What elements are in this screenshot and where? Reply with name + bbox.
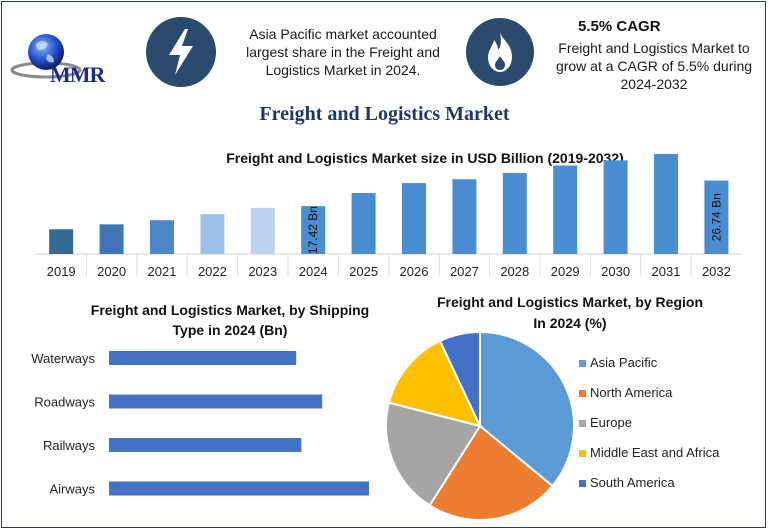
x-tick-label: 2031 [652,264,681,279]
legend-label: Europe [590,415,632,430]
info2-line-3: 2024-2032 [620,76,688,92]
shipping-type-bar-chart: Waterways Roadways Railways Airways [31,351,369,497]
bar-2023 [250,207,275,254]
y-tick-label: Roadways [34,395,95,410]
y-tick-label: Railways [43,438,96,453]
bar-2029 [553,165,578,254]
bar-data-label: 17.42 Bn [306,206,320,254]
shipping-type-chart-title: Freight and Logistics Market, by Shippin… [60,300,400,340]
bar-2024 [301,206,326,254]
cagr-description: Freight and Logistics Market to grow at … [540,39,768,93]
info2-line-2: grow at a CAGR of 5.5% during [555,58,753,74]
bar-2020 [99,224,124,254]
y-tick-label: Airways [49,482,95,497]
globe-icon [10,34,82,79]
pie-slice-2 [385,401,482,507]
hbar-railways [109,438,302,452]
bar-2026 [402,183,426,254]
legend-label: North America [590,385,673,400]
x-tick-label: 2027 [450,264,479,279]
y-tick-label: Waterways [31,351,95,366]
cagr-info: 5.5% CAGR Freight and Logistics Market t… [540,18,768,93]
legend-swatch [579,360,586,367]
legend-swatch [579,390,586,397]
legend-label: South America [590,475,675,490]
pie-slice-4 [438,330,481,427]
region-title-line-2: In 2024 (%) [533,315,607,331]
mmr-logo: MMR [10,30,135,90]
flame-icon [466,18,534,86]
lightning-bolt-icon [146,17,216,87]
bar-2028 [502,172,527,254]
cagr-title: 5.5% CAGR [578,18,661,35]
x-tick-label: 2020 [97,264,126,279]
region-title-line-1: Freight and Logistics Market, by Region [436,294,704,310]
bar-2025 [351,193,376,254]
info2-line-1: Freight and Logistics Market to [558,40,750,56]
x-tick-label: 2029 [551,264,580,279]
x-tick-label: 2030 [601,264,630,279]
info1-line-1: Asia Pacific market accounted [249,26,437,42]
bar-2030 [603,160,628,254]
hbar-airways [109,481,369,496]
hbar-waterways [109,351,297,365]
market-size-bar-chart: 2019 2020 2021 2022 2023 2024 2025 2026 2027 2028… [36,154,742,279]
logo-text: MMR [50,62,105,87]
region-pie-chart: Asia Pacific North America Europe Middle Ea… [385,330,720,521]
hbar-roadways [109,394,323,409]
x-tick-label: 2024 [299,264,328,279]
pie-slice-0 [479,330,575,488]
legend-label: Middle East and Africa [590,445,720,460]
pie-slice-1 [428,424,554,521]
x-tick-label: 2021 [148,264,177,279]
info1-line-3: Logistics Market in 2024. [265,62,421,78]
x-tick-label: 2032 [702,264,731,279]
main-title: Freight and Logistics Market [259,103,510,125]
bar-2032 [704,180,729,254]
shipping-title-line-2: Type in 2024 (Bn) [172,322,288,338]
bar-2022 [200,214,225,254]
bar-2031 [654,154,678,254]
x-tick-label: 2025 [349,264,378,279]
bar-2021 [150,220,174,254]
legend-swatch [579,450,586,457]
legend-label: Asia Pacific [590,355,658,370]
pie-slice-3 [387,339,482,428]
bar-data-label: 26.74 Bn [709,193,723,241]
shipping-title-line-1: Freight and Logistics Market, by Shippin… [90,302,370,318]
x-tick-label: 2023 [248,264,277,279]
bar-2019 [49,229,74,254]
x-tick-label: 2019 [47,264,76,279]
x-tick-label: 2022 [198,264,227,279]
region-chart-title: Freight and Logistics Market, by Region … [400,292,740,334]
legend-swatch [579,420,586,427]
x-tick-label: 2026 [400,264,429,279]
bar-2027 [452,179,477,254]
legend-swatch [579,480,586,487]
info1-line-2: largest share in the Freight and [246,44,440,60]
asia-pacific-info: Asia Pacific market accounted largest sh… [228,25,458,79]
x-tick-label: 2028 [500,264,529,279]
bar-chart-title: Freight and Logistics Market size in USD… [226,150,624,166]
